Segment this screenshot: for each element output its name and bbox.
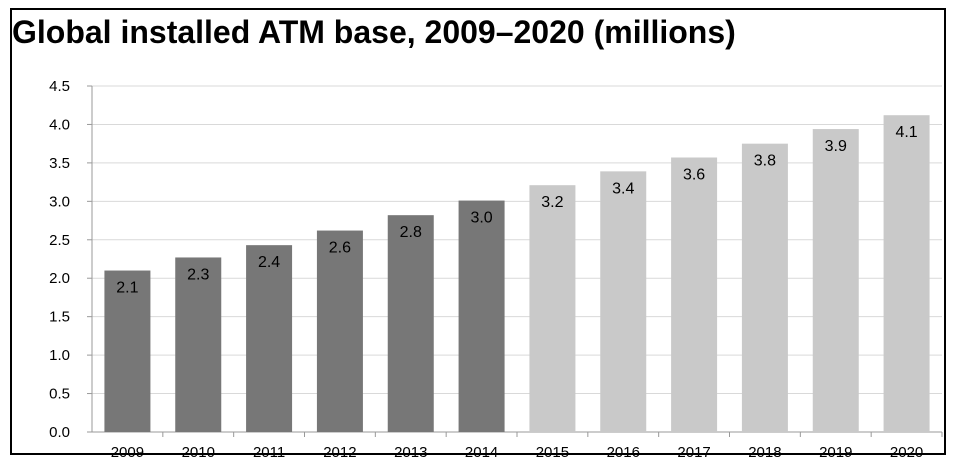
x-tick-label-2019: 2019: [819, 444, 852, 461]
x-tick-label-2020: 2020: [890, 444, 923, 461]
x-tick-label-2015: 2015: [536, 444, 569, 461]
x-tick-label-2016: 2016: [607, 444, 640, 461]
x-tick-label-2017: 2017: [677, 444, 710, 461]
y-tick-label: 2.5: [49, 232, 70, 249]
data-label-2009: 2.1: [116, 280, 138, 297]
bar-2009: [104, 270, 151, 432]
data-labels: 2.1 2.3 2.4 2.6 2.8 3.0 3.2 3.4 3.6 3.8 3.9 4.1: [116, 124, 918, 296]
x-tick-label-2018: 2018: [748, 444, 781, 461]
y-axis-ticks: 0.0 0.5 1.0 1.5 2.0 2.5 3.0 3.5 4.0 4.5: [49, 78, 70, 441]
bar-2018: [741, 143, 788, 432]
data-label-2018: 3.8: [754, 153, 776, 170]
x-tick-label-2010: 2010: [182, 444, 215, 461]
bar-2017: [671, 157, 718, 433]
data-label-2011: 2.4: [258, 254, 280, 271]
bar-2020: [883, 115, 930, 433]
data-label-2012: 2.6: [329, 240, 351, 257]
data-label-2019: 3.9: [825, 138, 847, 155]
chart-title: Global installed ATM base, 2009–2020 (mi…: [12, 14, 736, 50]
bar-2014: [458, 200, 505, 432]
x-tick-label-2013: 2013: [394, 444, 427, 461]
bar-2012: [316, 230, 363, 432]
data-label-2013: 2.8: [400, 224, 422, 241]
bar-2019: [812, 129, 859, 432]
bar-2016: [600, 171, 647, 432]
y-tick-label: 3.5: [49, 155, 70, 172]
bar-2013: [387, 215, 434, 432]
x-tick-label-2012: 2012: [323, 444, 356, 461]
y-tick-label: 4.5: [49, 78, 70, 95]
y-tick-label: 0.5: [49, 386, 70, 403]
gridlines: [87, 85, 942, 433]
y-tick-label: 3.0: [49, 193, 70, 210]
x-tick-label-2009: 2009: [111, 444, 144, 461]
data-label-2014: 3.0: [470, 210, 492, 227]
bar-2011: [246, 245, 293, 432]
y-tick-label: 0.0: [49, 424, 70, 441]
bar-2015: [529, 185, 576, 432]
x-axis-ticks: 2009 2010 2011 2012 2013 2014 2015 2016 2017 2018…: [111, 432, 943, 461]
x-tick-label-2011: 2011: [253, 444, 285, 461]
x-tick-label-2014: 2014: [465, 444, 498, 461]
bars: [104, 115, 930, 433]
data-label-2017: 3.6: [683, 167, 705, 184]
data-label-2015: 3.2: [541, 194, 563, 211]
data-label-2010: 2.3: [187, 266, 209, 283]
data-label-2020: 4.1: [895, 124, 917, 141]
y-tick-label: 1.0: [49, 347, 70, 364]
bar-2010: [175, 257, 222, 432]
y-tick-label: 1.5: [49, 309, 70, 326]
data-label-2016: 3.4: [612, 180, 634, 197]
y-tick-label: 2.0: [49, 270, 70, 287]
y-tick-label: 4.0: [49, 116, 70, 133]
